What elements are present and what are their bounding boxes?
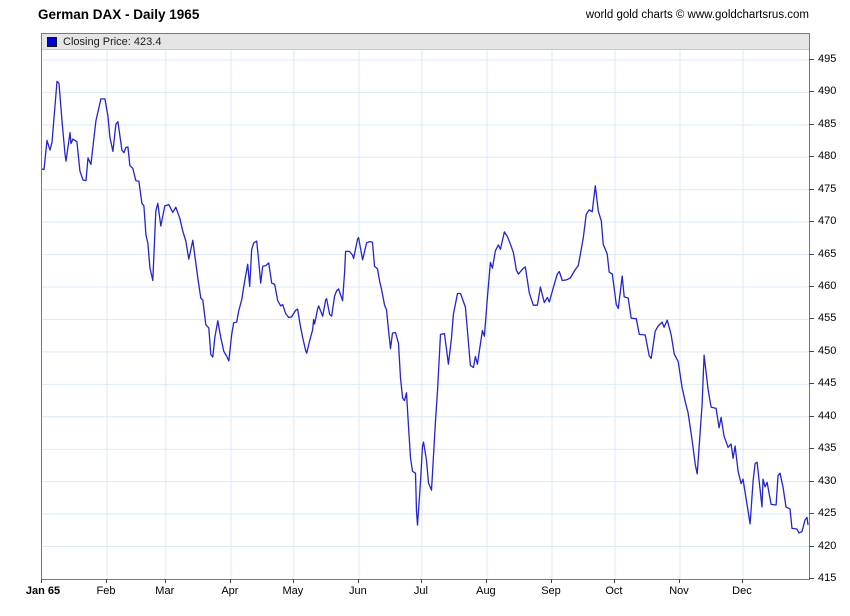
y-tick-label: 445	[818, 377, 837, 390]
legend-series-swatch	[47, 36, 57, 47]
y-tick-mark	[809, 286, 814, 288]
y-tick-label: 465	[818, 247, 837, 260]
x-tick-label: Apr	[221, 585, 239, 597]
y-tick-mark	[809, 383, 814, 385]
x-tick-label: Aug	[476, 585, 496, 597]
x-tick-label: May	[282, 585, 304, 597]
y-tick-label: 420	[818, 539, 837, 552]
x-tick-mark	[551, 579, 552, 583]
y-tick-label: 490	[818, 85, 837, 98]
x-tick-label: Jul	[413, 585, 428, 597]
x-tick-mark	[357, 579, 359, 583]
closing-price-line	[42, 80, 809, 534]
x-tick-label: Oct	[605, 585, 623, 597]
x-tick-label: Jan 65	[25, 585, 61, 597]
y-tick-mark	[809, 253, 814, 255]
x-tick-mark	[613, 579, 615, 583]
y-tick-label: 485	[818, 117, 837, 130]
y-tick-mark	[809, 480, 814, 482]
y-tick-mark	[809, 513, 814, 515]
y-tick-mark	[809, 156, 814, 158]
y-tick-mark	[809, 221, 814, 223]
x-tick-mark	[679, 579, 680, 583]
y-tick-label: 475	[818, 182, 837, 195]
x-axis: Jan 65 Feb Mar Apr May Jun Jul Aug Sep Oct Nov Dec	[26, 579, 809, 609]
y-tick-label: 440	[818, 409, 837, 422]
y-tick-mark	[809, 448, 814, 450]
y-tick-mark	[809, 545, 814, 547]
y-tick-mark	[809, 350, 814, 352]
x-tick-label: Mar	[155, 585, 175, 597]
x-tick-label: Dec	[732, 585, 752, 597]
y-tick-mark	[809, 91, 814, 93]
x-tick-mark	[420, 579, 422, 583]
price-line-chart	[42, 34, 809, 579]
x-tick-mark	[292, 579, 294, 583]
y-tick-label: 425	[818, 507, 837, 520]
x-tick-mark	[229, 579, 231, 583]
y-tick-mark	[809, 58, 814, 60]
x-tick-label: Feb	[96, 585, 116, 597]
x-tick-mark	[741, 579, 743, 583]
plot-area: Closing Price: 423.4	[41, 33, 810, 580]
y-tick-label: 455	[818, 312, 837, 325]
y-tick-label: 430	[818, 474, 837, 487]
x-tick-mark	[41, 579, 42, 583]
y-tick-label: 480	[818, 150, 837, 163]
y-tick-label: 415	[818, 572, 837, 584]
y-tick-mark	[809, 578, 814, 579]
x-tick-label: Sep	[541, 585, 561, 597]
y-tick-mark	[809, 188, 814, 190]
y-tick-mark	[809, 415, 814, 417]
y-tick-label: 495	[818, 52, 837, 65]
legend-strip: Closing Price: 423.4	[42, 34, 809, 50]
y-tick-label: 435	[818, 442, 837, 455]
x-tick-mark	[164, 579, 166, 583]
y-tick-mark	[809, 318, 814, 320]
x-tick-label: Nov	[669, 585, 689, 597]
chart-credit: world gold charts © www.goldchartsrus.co…	[585, 9, 809, 21]
chart-title: German DAX - Daily 1965	[38, 7, 200, 22]
legend-series-label: Closing Price: 423.4	[63, 35, 162, 48]
y-tick-label: 450	[818, 344, 837, 357]
x-tick-mark	[106, 579, 108, 583]
y-tick-label: 470	[818, 215, 837, 228]
y-tick-label: 460	[818, 280, 837, 293]
y-tick-mark	[809, 123, 814, 125]
y-axis: 415 420 425 430 435 440 445 450 455 460 465 470 475 4…	[809, 33, 849, 584]
x-tick-mark	[485, 579, 487, 583]
x-tick-label: Jun	[349, 585, 367, 597]
